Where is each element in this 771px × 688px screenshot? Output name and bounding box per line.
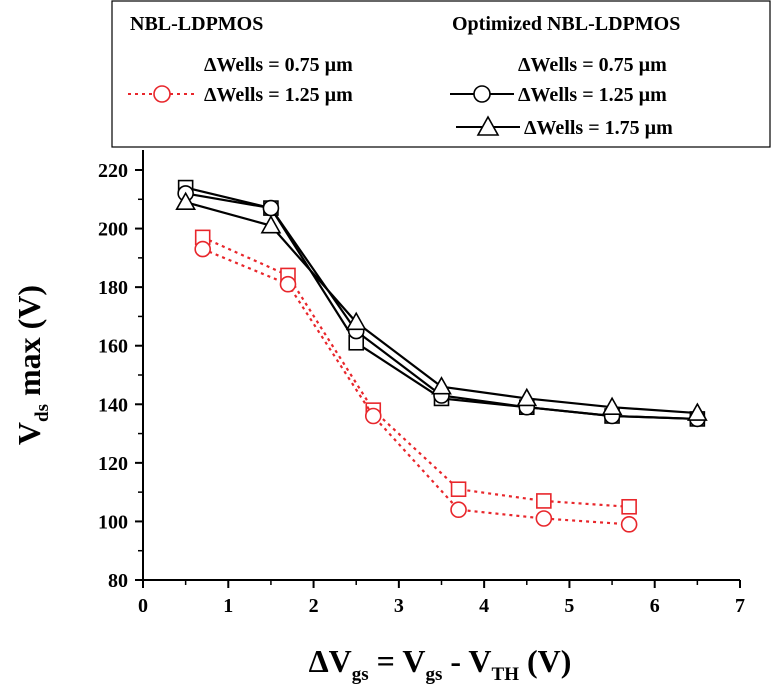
x-title-sub1: gs [352, 664, 369, 685]
axes: 0 1 2 3 4 5 6 7 80 100 120 140 160 180 200 220 [98, 150, 745, 617]
series-4-optimized-nbl-ldpmos [175, 191, 708, 421]
series-0-nbl-ldpmos [194, 229, 637, 515]
legend-entry-opt-175: ΔWells = 1.75 µm [456, 115, 673, 139]
data-point [364, 407, 382, 425]
x-ticks: 0 1 2 3 4 5 6 7 [138, 580, 745, 617]
x-axis-title: ΔVgs = Vgs - VTH (V) [309, 643, 572, 685]
legend-group2-title: Optimized NBL-LDPMOS [452, 13, 680, 35]
data-point [450, 481, 467, 498]
y-ticks: 80 100 120 140 160 180 200 220 [98, 160, 143, 592]
x-title-sub3: TH [492, 664, 520, 685]
y-tick-label: 120 [98, 453, 128, 475]
data-point [345, 311, 367, 331]
x-title-mid2: - V [442, 643, 491, 679]
legend-entry-opt-125: ΔWells = 1.25 µm [450, 84, 667, 106]
legend-marker-opt-175 [476, 115, 500, 136]
y-title-sub: ds [32, 404, 53, 422]
data-point [262, 199, 280, 217]
x-title-prefix: ΔV [309, 643, 352, 679]
x-title-mid: = V [369, 643, 426, 679]
series-layer [175, 179, 708, 533]
data-point [175, 191, 197, 211]
legend-marker-nbl-125 [153, 85, 171, 103]
x-tick-label: 4 [479, 595, 489, 617]
x-tick-label: 5 [564, 595, 574, 617]
y-title-suffix: max (V) [11, 285, 47, 404]
series-line [202, 236, 630, 508]
x-tick-label: 6 [650, 595, 660, 617]
data-point [450, 501, 467, 519]
data-point [621, 498, 637, 515]
series-line [202, 248, 630, 526]
data-point [260, 215, 282, 234]
y-tick-label: 200 [98, 219, 128, 241]
data-point [536, 493, 552, 509]
y-tick-label: 100 [98, 511, 128, 533]
y-axis-title: Vds max (V) [11, 285, 53, 445]
data-point [601, 396, 623, 416]
data-point [431, 376, 452, 395]
y-tick-label: 180 [98, 277, 128, 299]
x-tick-label: 3 [394, 595, 404, 617]
series-1-nbl-ldpmos [194, 240, 638, 533]
y-tick-label: 220 [98, 160, 128, 182]
x-tick-label: 0 [138, 595, 148, 617]
data-point [516, 387, 538, 407]
data-point [194, 240, 211, 258]
legend: NBL-LDPMOS Optimized NBL-LDPMOS ΔWells =… [111, 0, 771, 148]
data-point [279, 275, 297, 293]
y-tick-label: 140 [98, 394, 128, 416]
legend-entry-nbl-075: ΔWells = 0.75 µm [128, 54, 353, 76]
legend-label-opt-175: ΔWells = 1.75 µm [524, 117, 673, 139]
data-point [535, 510, 553, 527]
legend-entry-opt-075: ΔWells = 0.75 µm [450, 54, 667, 76]
x-tick-label: 1 [223, 595, 233, 617]
legend-label-nbl-075: ΔWells = 0.75 µm [204, 54, 353, 76]
legend-marker-opt-125 [473, 85, 491, 103]
x-tick-label: 2 [309, 595, 319, 617]
data-point [620, 516, 638, 533]
legend-entry-nbl-125: ΔWells = 1.25 µm [128, 84, 353, 106]
y-tick-label: 80 [108, 570, 128, 592]
legend-label-opt-075: ΔWells = 0.75 µm [518, 54, 667, 76]
legend-label-opt-125: ΔWells = 1.25 µm [518, 84, 667, 106]
y-title-main: V [11, 422, 47, 445]
x-title-suffix: (V) [519, 643, 571, 679]
x-title-sub2: gs [425, 664, 442, 685]
y-tick-label: 160 [98, 336, 128, 358]
legend-label-nbl-125: ΔWells = 1.25 µm [204, 84, 353, 106]
data-point [686, 402, 708, 421]
legend-box [111, 0, 771, 148]
x-tick-label: 7 [735, 595, 745, 617]
legend-group1-title: NBL-LDPMOS [130, 13, 263, 35]
